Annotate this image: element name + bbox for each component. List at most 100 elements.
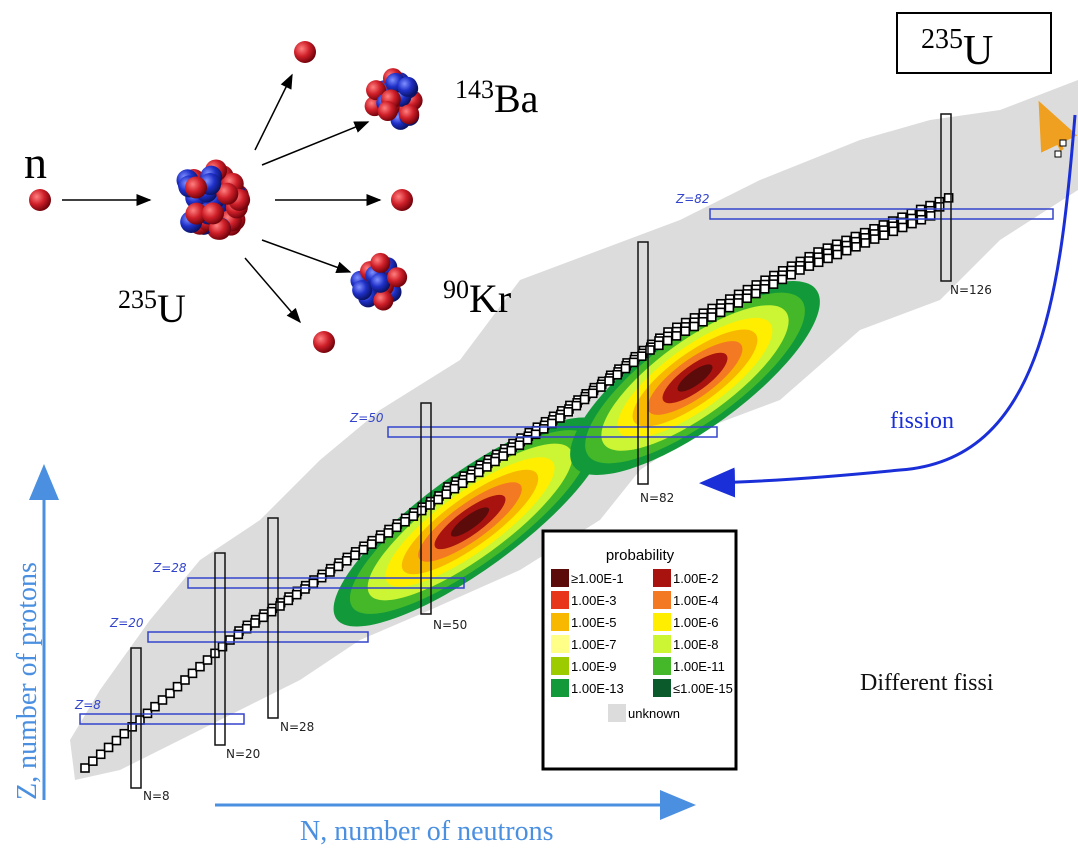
heat-area	[677, 364, 713, 392]
nucleon	[216, 182, 239, 205]
isotope	[851, 242, 861, 252]
isotope	[547, 418, 557, 429]
legend-label: 1.00E-11	[673, 659, 725, 674]
magic-z-box	[187, 577, 465, 589]
isotope	[250, 618, 260, 628]
nucleon	[201, 202, 224, 225]
isotope	[522, 434, 533, 445]
magic-z-box	[709, 208, 1054, 220]
nucleon	[185, 202, 208, 225]
isotope	[300, 584, 310, 594]
magic-z-label: Z=50	[349, 411, 384, 425]
isotope	[804, 261, 815, 271]
magic-z-label: Z=28	[152, 561, 187, 575]
isotope	[350, 550, 360, 561]
isotope	[645, 345, 655, 355]
magic-n-box	[130, 647, 142, 789]
legend-swatch	[653, 591, 671, 609]
isotope	[715, 307, 726, 318]
isotope	[506, 445, 517, 456]
isotope	[925, 211, 936, 221]
isotope	[777, 274, 788, 285]
isotope	[1059, 139, 1067, 147]
isotope	[333, 561, 344, 572]
isotope	[195, 661, 205, 672]
isotope	[888, 226, 899, 237]
magic-n-box	[214, 552, 226, 746]
isotope	[291, 589, 302, 600]
legend-swatch	[551, 569, 569, 587]
isotope	[612, 369, 623, 380]
legend: probability ≥1.00E-1 1.00E-2 1.00E-3 1.00E-…	[541, 529, 738, 771]
isotope	[759, 284, 770, 294]
isotope	[654, 340, 664, 351]
legend-swatch	[653, 679, 671, 697]
legend-swatch	[653, 569, 671, 587]
isotope	[689, 321, 699, 332]
isotope	[498, 451, 508, 461]
legend-label: ≤1.00E-15	[673, 681, 733, 696]
magic-n-box	[940, 113, 952, 282]
magic-n-label: N=8	[143, 789, 170, 803]
magic-n-box	[267, 517, 279, 719]
isotope	[596, 382, 606, 392]
legend-swatch	[551, 635, 569, 653]
isotope	[841, 245, 852, 256]
isotope	[119, 728, 130, 739]
isotope	[80, 763, 90, 773]
isotope	[897, 222, 908, 233]
isotope	[860, 238, 871, 248]
isotope	[680, 326, 691, 336]
x-axis-label: N, number of neutrons	[300, 816, 554, 847]
nucleon	[387, 267, 408, 288]
isotope	[637, 351, 647, 361]
isotope	[795, 265, 805, 275]
legend-label: 1.00E-13	[571, 681, 624, 696]
corner-box-label: 235U	[921, 24, 993, 74]
corner-box	[896, 12, 1052, 74]
isotope	[879, 230, 889, 240]
isotope	[490, 456, 500, 467]
magic-n-label: N=20	[226, 747, 260, 761]
legend-label: 1.00E-4	[673, 593, 719, 608]
isotope	[724, 302, 735, 313]
legend-swatch	[551, 657, 569, 675]
isotope	[165, 688, 175, 699]
magic-numbers: Z=8 Z=20 Z=28 Z=50 Z=82 N=8 N=20 N=28 N=50 N=82 N=…	[74, 113, 1054, 803]
isotope	[225, 635, 235, 645]
magic-n-label: N=126	[950, 283, 992, 297]
legend-label: 1.00E-7	[571, 637, 617, 652]
isotope	[358, 544, 369, 555]
isotope	[628, 357, 639, 368]
fission-arrow	[699, 114, 1077, 498]
isotope	[943, 193, 954, 203]
isotope	[283, 595, 294, 606]
legend-label: 1.00E-2	[673, 571, 719, 586]
isotope	[150, 701, 160, 712]
reaction: n 235U 143Ba 90Kr	[24, 41, 539, 353]
isotope	[671, 331, 682, 341]
isotope	[662, 335, 673, 346]
isotope	[698, 316, 708, 327]
isotope	[341, 556, 352, 566]
magic-z-label: Z=8	[74, 698, 101, 712]
magic-n-label: N=28	[280, 720, 314, 734]
isotope	[391, 522, 402, 533]
side-text: Different fissi	[860, 670, 994, 696]
neutron	[391, 189, 413, 211]
arrow	[261, 121, 370, 166]
isotope	[400, 516, 410, 527]
isotope	[127, 722, 137, 732]
isotope	[768, 279, 779, 289]
isotope	[408, 511, 419, 521]
neutron	[313, 331, 335, 353]
isotope	[907, 218, 917, 229]
isotope	[530, 429, 541, 440]
isotope	[786, 269, 796, 280]
legend-box	[541, 529, 738, 771]
isotope	[604, 376, 614, 386]
nucleon	[397, 76, 418, 97]
isotope	[563, 407, 573, 417]
isotope	[187, 668, 198, 679]
isotope	[587, 388, 598, 399]
